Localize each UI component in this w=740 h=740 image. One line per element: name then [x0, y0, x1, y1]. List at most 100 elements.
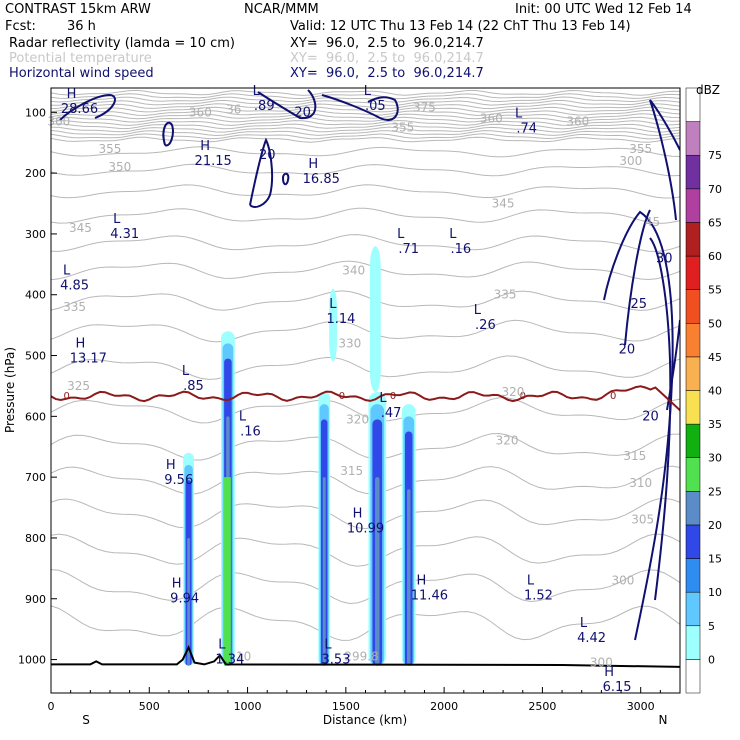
theta-contour: [51, 207, 680, 224]
extremum-value: 21.15: [195, 154, 232, 169]
theta-contour: [51, 99, 680, 106]
theta-contour: [51, 116, 680, 123]
theta-contour: [51, 355, 680, 380]
colorbar-swatch: [685, 289, 701, 324]
theta-contour: [51, 184, 680, 199]
terrain-path: [51, 644, 680, 668]
extremum-value: 9.56: [164, 473, 193, 488]
x-tick-label: 1000: [234, 700, 262, 713]
y-tick-label: 100: [25, 106, 46, 119]
colorbar-swatch: [685, 154, 701, 190]
colorbar-swatch: [685, 121, 701, 156]
extremum-value: 10.99: [347, 522, 384, 537]
colorbar-tick-label: 50: [708, 317, 722, 330]
extremum-kind: L: [324, 637, 332, 652]
extremum-kind: L: [329, 297, 337, 312]
theta-label: 375: [413, 100, 436, 114]
extremum-kind: L: [515, 107, 523, 122]
forecast-hours: 36 h: [67, 19, 96, 34]
extremum-kind: H: [67, 87, 77, 102]
colorbar-unit: dBZ: [696, 83, 720, 97]
theta-contour: [51, 133, 680, 140]
anvil-echo: [329, 288, 337, 362]
axis-ticks: 0 500 1000 1500 2000 2500 30001002003004005006…: [18, 106, 661, 713]
theta-contour: [51, 130, 680, 137]
theta-contour: [51, 234, 680, 253]
colorbar-tick-label: 55: [708, 284, 722, 297]
wind-contour: [59, 93, 116, 121]
extremum-kind: H: [172, 577, 182, 592]
colorbar-tick-label: 60: [708, 250, 722, 263]
theta-contour: [51, 260, 680, 281]
extremum-kind: L: [63, 263, 71, 278]
extremum-kind: H: [604, 665, 614, 680]
extremum-value: 1.14: [326, 312, 355, 327]
extremum-value: .85: [183, 379, 204, 394]
theta-label: 45: [645, 215, 660, 229]
theta-label: 355: [391, 121, 414, 135]
forecast-label: Fcst:: [5, 19, 36, 34]
colorbar-swatch: [685, 255, 701, 290]
extremum-value: .26: [475, 318, 496, 333]
colorbar-tick-label: 0: [708, 653, 715, 666]
x-tick-label: 2000: [430, 700, 458, 713]
valid-time: Valid: 12 UTC Thu 13 Feb 14 (22 ChT Thu …: [290, 19, 631, 34]
extremum-value: 1.34: [215, 652, 244, 667]
theta-label: 345: [492, 197, 515, 211]
extremum-value: .16: [450, 242, 471, 257]
extremum-kind: L: [397, 227, 405, 242]
theta-contour: [51, 89, 680, 96]
theta-contour: [51, 103, 680, 110]
extremum-value: 1.52: [524, 589, 553, 604]
freezing-level-line: [51, 385, 680, 412]
wind-contour: [162, 121, 174, 147]
field-xy-reflectivity: XY= 96.0, 2.5 to 96.0,214.7: [290, 36, 484, 51]
extremum-value: 13.17: [70, 351, 107, 366]
theta-label: 320: [501, 385, 524, 399]
y-tick-label: 1000: [18, 654, 46, 667]
colorbar-tick-label: 25: [708, 485, 722, 498]
colorbar-swatch: [685, 659, 701, 694]
freezing-level: 0 0 0 0 0: [51, 385, 680, 412]
colorbar-swatch: [685, 491, 701, 526]
y-tick-label: 800: [25, 532, 46, 545]
theta-contour: [51, 113, 680, 120]
wind-contour: [603, 210, 674, 641]
theta-contour: [51, 146, 680, 158]
freezing-level-label: 0: [339, 391, 345, 402]
wind-contour: [321, 94, 399, 121]
extremum-kind: L: [474, 303, 482, 318]
extremum-value: .74: [516, 122, 537, 137]
colorbar-tick-label: 70: [708, 183, 722, 196]
freezing-level-label: 0: [64, 391, 70, 402]
wind-label: 25: [630, 297, 647, 312]
org-label: NCAR/MMM: [244, 2, 319, 17]
theta-label: 315: [340, 464, 363, 478]
wind-contour: [249, 137, 274, 208]
colorbar: 0 5 10 15 20 25 30 35 40 45 50 55 60 65 70 75: [685, 87, 722, 694]
theta-label: 10: [236, 650, 251, 664]
colorbar-swatch: [685, 87, 701, 122]
colorbar-swatch: [685, 423, 701, 458]
terrain-line: [51, 644, 680, 668]
axes: [50, 87, 681, 694]
colorbar-tick-label: 35: [708, 418, 722, 431]
x-axis-label: Distance (km): [323, 713, 407, 727]
y-tick-label: 900: [25, 593, 46, 606]
reflectivity-column: [322, 477, 326, 666]
extremum-kind: L: [218, 637, 226, 652]
extremum-kind: L: [379, 391, 387, 406]
colorbar-tick-label: 40: [708, 385, 722, 398]
colorbar-swatch: [685, 558, 701, 593]
y-tick-label: 200: [25, 167, 46, 180]
theta-contour: [51, 109, 680, 116]
y-axis-label: Pressure (hPa): [3, 347, 17, 433]
x-tick-label: 0: [48, 700, 55, 713]
extremum-value: .89: [254, 99, 275, 114]
extremum-kind: H: [200, 139, 210, 154]
extremum-value: 11.46: [411, 589, 448, 604]
theta-contour: [51, 123, 680, 130]
y-tick-label: 600: [25, 410, 46, 423]
theta-label: 360: [189, 105, 212, 119]
